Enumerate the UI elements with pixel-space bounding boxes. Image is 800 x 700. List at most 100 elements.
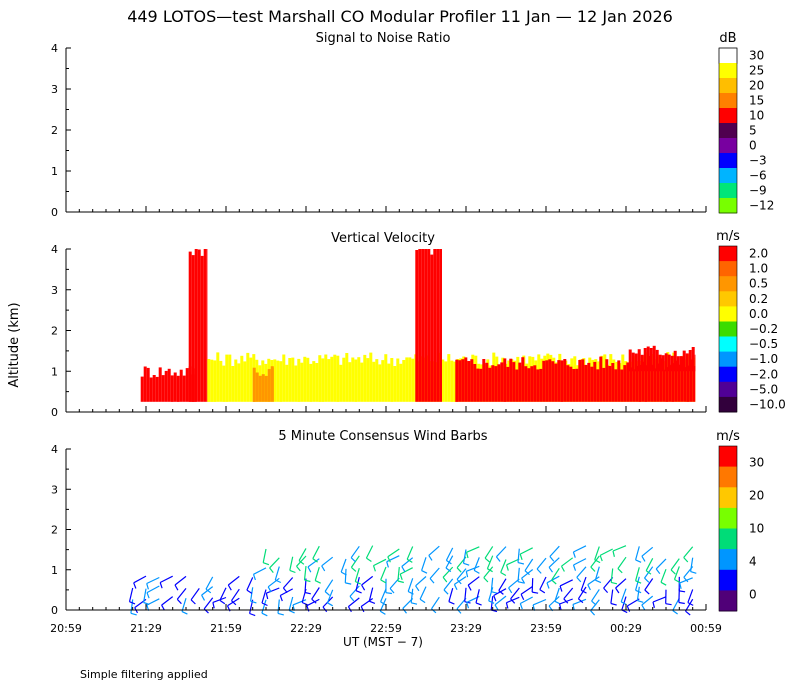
wind-barb — [205, 576, 214, 594]
wind-barb — [615, 578, 627, 594]
wind-barb-flag — [176, 598, 182, 605]
heatmap-cell — [179, 369, 183, 402]
wind-barb-flag — [406, 558, 413, 563]
wind-barb-staff — [419, 586, 427, 600]
heatmap-cell — [524, 366, 528, 402]
wind-barb — [397, 567, 404, 584]
heatmap-cell — [464, 357, 468, 402]
heatmap-cell — [623, 177, 627, 202]
heatmap-cell — [96, 195, 99, 202]
wind-barb — [312, 545, 320, 563]
heatmap-cell — [189, 54, 193, 202]
heatmap-cell — [645, 150, 649, 163]
wind-barb — [133, 575, 147, 589]
heatmap-cell — [680, 178, 684, 202]
heatmap-cell — [75, 192, 78, 202]
colorbar-segment — [719, 63, 737, 79]
wind-barb-staff — [431, 596, 440, 610]
wind-barb-staff — [548, 595, 560, 607]
heatmap-cell — [599, 356, 603, 402]
heatmap-cell — [483, 149, 487, 163]
colorbar-segment — [719, 487, 737, 509]
heatmap-cell — [251, 183, 255, 202]
heatmap-cell — [245, 182, 249, 202]
wind-barb-staff — [380, 588, 387, 603]
wind-barb — [495, 546, 507, 562]
heatmap-cell — [516, 151, 520, 163]
wind-barb — [429, 567, 440, 584]
wind-barb-flag — [311, 598, 317, 604]
wind-barb-flag — [670, 569, 676, 575]
heatmap-cell — [634, 353, 638, 372]
wind-barb-staff — [483, 566, 494, 578]
wind-barb — [399, 567, 413, 580]
wind-barb — [532, 598, 547, 611]
heatmap-cell — [550, 178, 554, 202]
heatmap-cell — [522, 120, 525, 130]
wind-barb-flag — [431, 608, 437, 614]
heatmap-cell — [594, 141, 598, 163]
heatmap-cell — [143, 366, 147, 402]
heatmap-cell — [441, 359, 445, 402]
colorbar-label: 10 — [749, 522, 764, 536]
heatmap-cell — [354, 359, 358, 402]
heatmap-cell — [284, 180, 288, 202]
heatmap-cell — [605, 175, 609, 202]
wind-barb-staff — [344, 568, 347, 583]
heatmap-cell — [182, 375, 186, 402]
heatmap-cell — [640, 354, 644, 372]
data-region — [415, 249, 442, 402]
heatmap-cell — [78, 48, 81, 202]
wind-barb-flag — [508, 587, 513, 594]
wind-barb — [415, 576, 427, 592]
heatmap-cell — [642, 140, 646, 163]
heatmap-cell — [231, 48, 234, 202]
heatmap-cell — [463, 178, 467, 202]
heatmap-cell — [291, 357, 295, 402]
wind-barb — [484, 546, 494, 563]
heatmap-cell — [246, 352, 250, 402]
heatmap-cell — [243, 361, 247, 402]
wind-barb-flag — [407, 590, 414, 595]
colorbar-label: −9 — [749, 184, 767, 198]
wind-barb — [298, 548, 307, 565]
wind-barb — [475, 589, 482, 606]
heatmap-cell — [281, 163, 285, 202]
wind-barb — [355, 576, 362, 594]
wind-barb — [610, 589, 617, 606]
heatmap-cell — [555, 115, 558, 130]
heatmap-cell — [685, 353, 689, 372]
heatmap-cell — [120, 197, 123, 202]
y-axis-label: Altitude (km) — [7, 302, 22, 387]
wind-barb-flag — [350, 557, 356, 563]
colorbar-label: 1.0 — [749, 262, 768, 276]
heatmap-cell — [569, 366, 573, 402]
wind-barb-flag — [261, 612, 268, 617]
heatmap-cell — [540, 145, 544, 163]
heatmap-cell — [564, 114, 567, 130]
heatmap-cell — [433, 48, 437, 202]
wind-barb-flag — [446, 559, 452, 565]
heatmap-cell — [646, 346, 650, 372]
heatmap-cell — [306, 357, 310, 402]
wind-barb-staff — [594, 546, 600, 560]
heatmap-cell — [371, 174, 375, 202]
wind-barb-staff — [267, 577, 280, 588]
heatmap-cell — [608, 173, 612, 202]
heatmap-cell — [248, 158, 252, 202]
wind-colorbar: 30 20 10 4 0 — [718, 445, 764, 612]
wind-barb-flag — [532, 591, 539, 594]
wind-barb — [289, 556, 296, 574]
wind-barb-staff — [266, 587, 280, 594]
heatmap-cell — [523, 183, 527, 202]
heatmap-cell — [487, 183, 491, 202]
wind-barb-flag — [610, 602, 617, 606]
wind-barb-staff — [486, 555, 494, 569]
heatmap-cell — [290, 157, 294, 202]
wind-barb — [594, 546, 601, 564]
colorbar-label: −12 — [749, 199, 774, 213]
heatmap-cell — [197, 249, 201, 402]
heatmap-cell — [275, 186, 279, 202]
wind-barb-staff — [635, 567, 640, 581]
heatmap-cell — [194, 249, 198, 402]
